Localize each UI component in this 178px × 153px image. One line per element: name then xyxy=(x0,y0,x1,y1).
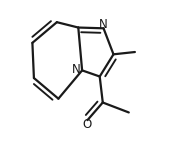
Text: O: O xyxy=(82,118,91,131)
Text: N: N xyxy=(99,18,108,30)
Text: N: N xyxy=(72,63,81,76)
